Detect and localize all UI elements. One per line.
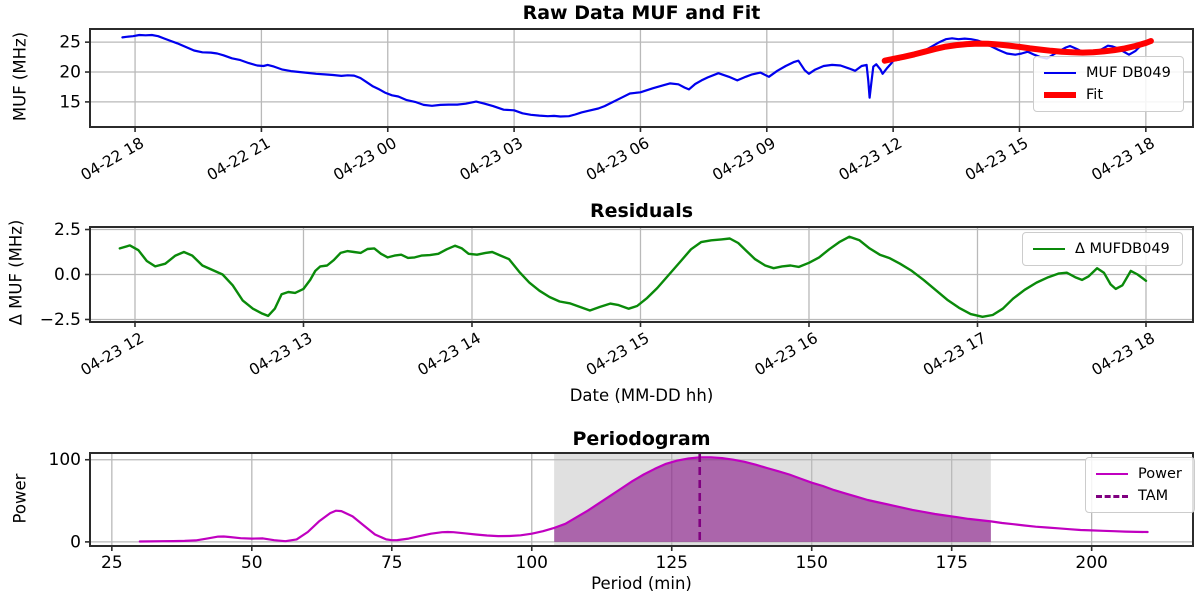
axes-spines xyxy=(89,28,1194,128)
legend-label-tam: TAM xyxy=(1138,488,1169,504)
residual-line-sample xyxy=(1033,248,1065,250)
power-fill xyxy=(554,457,991,542)
series-line xyxy=(121,33,1149,118)
plot3-title: Periodogram xyxy=(572,428,711,450)
svg-text:100: 100 xyxy=(516,553,548,573)
svg-text:04-23 15: 04-23 15 xyxy=(583,329,652,379)
svg-text:0.0: 0.0 xyxy=(54,265,81,285)
svg-text:175: 175 xyxy=(935,553,967,573)
plot3-legend: Power TAM xyxy=(1085,457,1195,513)
svg-text:04-23 18: 04-23 18 xyxy=(1088,134,1157,184)
plot-1: 04-22 18 04-22 21 04-23 00 04-23 03 04-23 06… xyxy=(59,28,1194,184)
plot-2: 04-23 12 04-23 13 04-23 14 04-23 15 04-23 16… xyxy=(40,220,1194,379)
svg-text:25: 25 xyxy=(101,553,123,573)
tam-line-sample xyxy=(1096,494,1128,498)
svg-text:04-23 12: 04-23 12 xyxy=(78,329,147,379)
legend-entry-residual: Δ MUFDB049 xyxy=(1033,238,1170,260)
plot1-ylabel: MUF (MHz) xyxy=(10,31,30,122)
plot2-xlabel: Date (MM-DD hh) xyxy=(569,386,714,405)
plot2-legend: Δ MUFDB049 xyxy=(1022,232,1183,266)
svg-text:100: 100 xyxy=(49,450,81,470)
svg-text:−2.5: −2.5 xyxy=(40,310,81,330)
svg-text:04-23 14: 04-23 14 xyxy=(415,329,484,379)
plot2-ylabel: Δ MUF (MHz) xyxy=(6,219,26,326)
svg-text:04-23 15: 04-23 15 xyxy=(962,134,1031,184)
plot1-title: Raw Data MUF and Fit xyxy=(522,2,761,24)
muf-line-sample xyxy=(1044,72,1076,74)
svg-text:125: 125 xyxy=(656,553,688,573)
svg-text:04-23 16: 04-23 16 xyxy=(752,329,821,379)
legend-entry-tam: TAM xyxy=(1096,485,1182,507)
svg-text:04-23 18: 04-23 18 xyxy=(1089,329,1158,379)
series-line xyxy=(118,235,1148,318)
svg-text:04-23 13: 04-23 13 xyxy=(246,329,315,379)
plot-3: 25 50 75 100 125 150 175 200 0 100 xyxy=(49,450,1194,573)
svg-text:150: 150 xyxy=(795,553,827,573)
svg-text:04-22 21: 04-22 21 xyxy=(204,134,273,184)
svg-text:04-22 18: 04-22 18 xyxy=(78,134,147,184)
svg-text:04-23 03: 04-23 03 xyxy=(457,134,526,184)
svg-text:75: 75 xyxy=(381,553,403,573)
fit-line-sample xyxy=(1044,92,1076,98)
svg-text:04-23 06: 04-23 06 xyxy=(583,134,652,184)
plot2-title: Residuals xyxy=(589,200,694,222)
svg-text:04-23 09: 04-23 09 xyxy=(709,134,778,184)
svg-text:50: 50 xyxy=(241,553,263,573)
series-line xyxy=(138,456,1149,543)
plot3-xlabel: Period (min) xyxy=(591,574,692,593)
legend-label-residual: Δ MUFDB049 xyxy=(1075,241,1170,257)
legend-label-fit: Fit xyxy=(1086,87,1103,103)
svg-text:2.5: 2.5 xyxy=(54,220,81,240)
plot3-ylabel: Power xyxy=(10,473,30,524)
svg-text:15: 15 xyxy=(59,92,81,112)
legend-entry-power: Power xyxy=(1096,463,1182,485)
svg-text:04-23 12: 04-23 12 xyxy=(836,134,905,184)
legend-entry-muf: MUF DB049 xyxy=(1044,62,1171,84)
legend-label-muf: MUF DB049 xyxy=(1086,65,1171,81)
svg-text:25: 25 xyxy=(59,33,81,53)
svg-text:04-23 00: 04-23 00 xyxy=(330,134,399,184)
power-line-sample xyxy=(1096,473,1128,475)
svg-text:0: 0 xyxy=(70,532,81,552)
svg-text:200: 200 xyxy=(1075,553,1107,573)
series-line xyxy=(881,38,1154,64)
svg-text:04-23 17: 04-23 17 xyxy=(920,329,989,379)
legend-label-power: Power xyxy=(1138,466,1182,482)
legend-entry-fit: Fit xyxy=(1044,84,1171,106)
svg-text:20: 20 xyxy=(59,63,81,83)
plot1-legend: MUF DB049 Fit xyxy=(1033,56,1184,112)
